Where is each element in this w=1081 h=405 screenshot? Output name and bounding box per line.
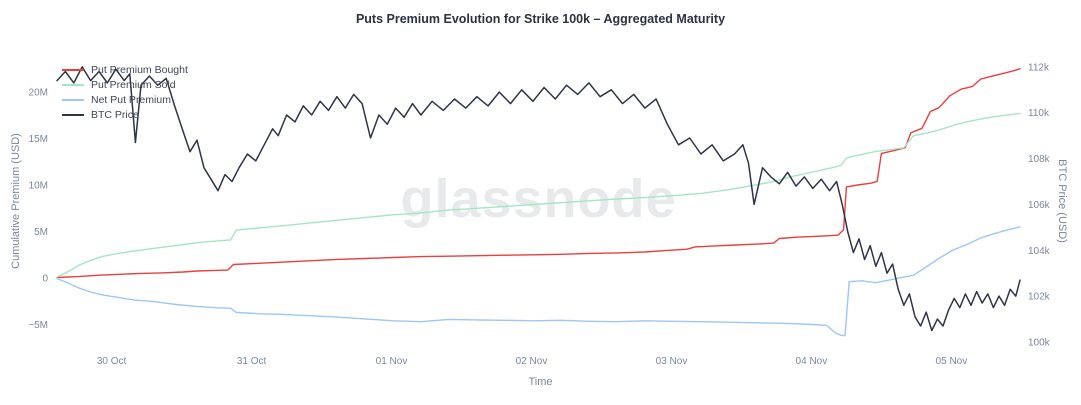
left-axis-title: Cumulative Premium (USD) <box>10 133 22 269</box>
left-tick-label: 5M <box>34 227 48 238</box>
legend-line-swatch <box>62 68 84 71</box>
legend-item-put-premium-bought[interactable]: Put Premium Bought <box>62 62 188 77</box>
x-tick-label: 01 Nov <box>376 356 408 367</box>
legend-label: BTC Price <box>91 108 139 121</box>
x-tick-label: 05 Nov <box>936 356 968 367</box>
x-tick-label: 02 Nov <box>516 356 548 367</box>
right-tick-label: 100k <box>1028 338 1051 349</box>
left-tick-label: 20M <box>29 88 48 99</box>
legend-line-swatch <box>62 113 84 116</box>
right-tick-label: 108k <box>1028 154 1051 165</box>
legend-label: Put Premium Bought <box>91 63 188 76</box>
left-tick-label: 10M <box>29 181 48 192</box>
right-axis-title: BTC Price (USD) <box>1056 159 1068 243</box>
x-axis-title: Time <box>528 376 553 388</box>
chart-title: Puts Premium Evolution for Strike 100k –… <box>355 12 726 26</box>
x-tick-label: 30 Oct <box>97 356 127 367</box>
right-tick-label: 106k <box>1028 200 1051 211</box>
legend-item-put-premium-sold[interactable]: Put Premium Sold <box>62 77 188 92</box>
legend-label: Net Put Premium <box>91 93 171 106</box>
series-line-net-put-premium <box>56 226 1021 337</box>
right-tick-label: 112k <box>1028 62 1050 73</box>
left-tick-label: −5M <box>28 320 48 331</box>
legend-line-swatch <box>62 98 84 101</box>
legend-line-swatch <box>62 83 84 86</box>
legend-item-net-put-premium[interactable]: Net Put Premium <box>62 92 188 107</box>
left-tick-label: 0 <box>42 274 48 285</box>
series-line-put-premium-bought <box>56 67 1021 279</box>
series-line-btc-price <box>56 66 1021 332</box>
x-tick-label: 04 Nov <box>796 356 828 367</box>
legend-item-btc-price[interactable]: BTC Price <box>62 107 188 122</box>
left-tick-label: 15M <box>29 134 48 145</box>
chart-legend: Put Premium Bought Put Premium Sold Net … <box>62 62 188 122</box>
legend-label: Put Premium Sold <box>91 78 176 91</box>
series-line-put-premium-sold <box>56 112 1021 278</box>
x-tick-label: 03 Nov <box>656 356 688 367</box>
right-tick-label: 104k <box>1028 246 1051 257</box>
right-tick-label: 102k <box>1028 292 1051 303</box>
right-tick-label: 110k <box>1028 108 1050 119</box>
x-tick-label: 31 Oct <box>237 356 267 367</box>
